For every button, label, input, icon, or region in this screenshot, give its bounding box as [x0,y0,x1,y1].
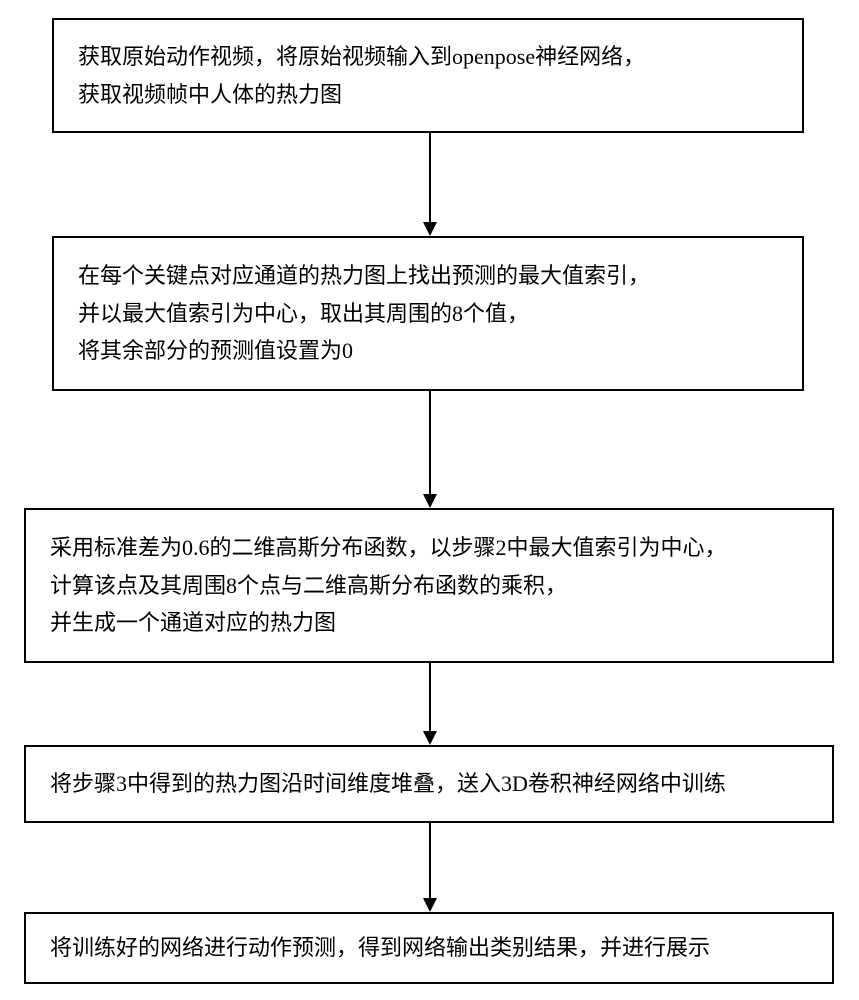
arrow-line [429,663,431,731]
arrow-head-icon [423,898,437,912]
node-text: 将训练好的网络进行动作预测，得到网络输出类别结果，并进行展示 [50,929,710,966]
flowchart-container: 获取原始动作视频，将原始视频输入到openpose神经网络， 获取视频帧中人体的… [0,0,859,1000]
flowchart-node-step4: 将步骤3中得到的热力图沿时间维度堆叠，送入3D卷积神经网络中训练 [24,745,834,823]
arrow-head-icon [423,494,437,508]
flowchart-node-step2: 在每个关键点对应通道的热力图上找出预测的最大值索引， 并以最大值索引为中心，取出… [52,236,804,391]
flowchart-node-step5: 将训练好的网络进行动作预测，得到网络输出类别结果，并进行展示 [24,912,834,984]
node-text: 采用标准差为0.6的二维高斯分布函数，以步骤2中最大值索引为中心， 计算该点及其… [50,529,727,641]
node-text: 在每个关键点对应通道的热力图上找出预测的最大值索引， 并以最大值索引为中心，取出… [78,257,650,369]
flowchart-node-step3: 采用标准差为0.6的二维高斯分布函数，以步骤2中最大值索引为中心， 计算该点及其… [24,508,834,663]
node-text: 将步骤3中得到的热力图沿时间维度堆叠，送入3D卷积神经网络中训练 [50,765,726,802]
arrow-line [429,823,431,898]
arrow-head-icon [423,731,437,745]
node-text: 获取原始动作视频，将原始视频输入到openpose神经网络， 获取视频帧中人体的… [78,38,645,113]
flowchart-node-step1: 获取原始动作视频，将原始视频输入到openpose神经网络， 获取视频帧中人体的… [52,18,804,133]
arrow-head-icon [423,222,437,236]
arrow-line [429,133,431,222]
arrow-line [429,391,431,494]
